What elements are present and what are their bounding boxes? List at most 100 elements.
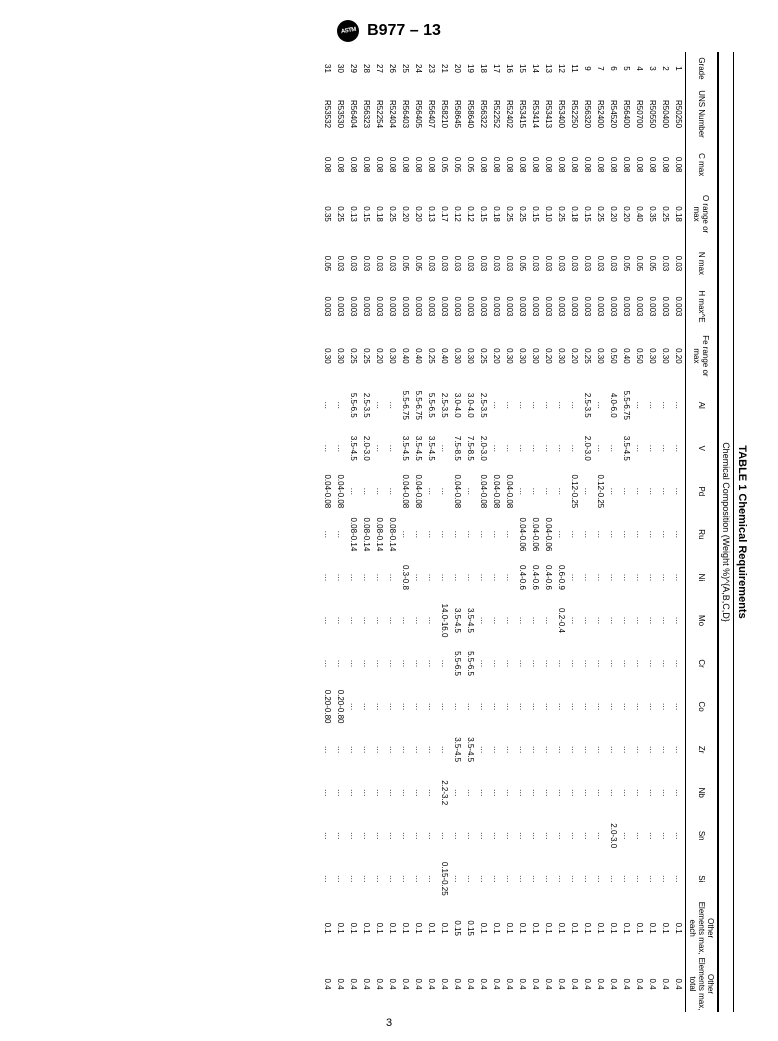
cell-mo: 3.5-4.5	[451, 599, 464, 642]
cell-v: …	[555, 427, 568, 470]
cell-mo: …	[321, 599, 334, 642]
cell-h: 0.003	[477, 285, 490, 328]
cell-sn: …	[321, 814, 334, 857]
column-header-sn: Sn	[686, 814, 718, 857]
cell-n: 0.03	[334, 242, 347, 285]
table-row: 14R534140.080.150.030.0030.30………0.04-0.0…	[529, 52, 542, 1012]
cell-o: 0.18	[568, 186, 581, 242]
cell-oe_total: 0.4	[464, 956, 477, 1012]
cell-zr: …	[529, 728, 542, 771]
cell-c: 0.08	[542, 143, 555, 186]
cell-h: 0.003	[425, 285, 438, 328]
cell-mo: …	[672, 599, 686, 642]
cell-n: 0.03	[386, 242, 399, 285]
cell-al: …	[386, 384, 399, 427]
cell-nb: …	[399, 771, 412, 814]
cell-sn: …	[438, 814, 451, 857]
table-row: 28R563230.080.150.030.0030.252.5-3.52.0-…	[360, 52, 373, 1012]
cell-sn: …	[464, 814, 477, 857]
cell-v: …	[438, 427, 451, 470]
cell-si: …	[594, 857, 607, 900]
cell-oe_each: 0.1	[633, 900, 646, 956]
cell-sn: …	[360, 814, 373, 857]
cell-v: 7.5-8.5	[464, 427, 477, 470]
cell-ru: …	[581, 513, 594, 556]
cell-co: …	[607, 685, 620, 728]
cell-si: …	[477, 857, 490, 900]
cell-v: …	[607, 427, 620, 470]
cell-ru: …	[321, 513, 334, 556]
cell-fe: 0.30	[555, 328, 568, 384]
cell-si: …	[490, 857, 503, 900]
cell-mo: …	[568, 599, 581, 642]
cell-uns: R54520	[607, 85, 620, 143]
cell-ru: 0.08-0.14	[347, 513, 360, 556]
cell-mo: …	[646, 599, 659, 642]
cell-mo: …	[425, 599, 438, 642]
cell-n: 0.05	[399, 242, 412, 285]
cell-v: …	[568, 427, 581, 470]
cell-grade: 6	[607, 52, 620, 85]
cell-c: 0.08	[386, 143, 399, 186]
cell-pd: 0.04-0.08	[399, 470, 412, 513]
cell-nb: …	[386, 771, 399, 814]
table-row: 1R502500.080.180.030.0030.20…………………………………	[672, 52, 686, 1012]
cell-sn: …	[477, 814, 490, 857]
chemical-requirements-table: GradeUNS NumberC maxO range or maxN maxH…	[321, 52, 718, 1012]
cell-ru: …	[490, 513, 503, 556]
cell-v: …	[672, 427, 686, 470]
cell-h: 0.003	[542, 285, 555, 328]
cell-n: 0.03	[607, 242, 620, 285]
cell-oe_each: 0.1	[555, 900, 568, 956]
cell-si: …	[568, 857, 581, 900]
cell-o: 0.18	[373, 186, 386, 242]
cell-zr: …	[386, 728, 399, 771]
cell-sn: …	[386, 814, 399, 857]
cell-pd: 0.12-0.25	[594, 470, 607, 513]
cell-pd: …	[555, 470, 568, 513]
cell-oe_each: 0.1	[659, 900, 672, 956]
cell-fe: 0.25	[581, 328, 594, 384]
cell-pd: …	[620, 470, 633, 513]
cell-v: 2.0-3.0	[477, 427, 490, 470]
cell-oe_total: 0.4	[555, 956, 568, 1012]
page-header: ASTM B977 – 13	[30, 20, 748, 42]
cell-oe_total: 0.4	[412, 956, 425, 1012]
cell-co: …	[672, 685, 686, 728]
cell-ni: …	[321, 556, 334, 599]
cell-n: 0.05	[516, 242, 529, 285]
cell-zr: …	[659, 728, 672, 771]
cell-o: 0.25	[594, 186, 607, 242]
cell-al: 5.5-6.75	[399, 384, 412, 427]
cell-fe: 0.30	[594, 328, 607, 384]
cell-c: 0.08	[412, 143, 425, 186]
cell-sn: …	[672, 814, 686, 857]
cell-pd: …	[542, 470, 555, 513]
cell-grade: 2	[659, 52, 672, 85]
column-header-al: Al	[686, 384, 718, 427]
cell-h: 0.003	[672, 285, 686, 328]
cell-oe_total: 0.4	[581, 956, 594, 1012]
cell-al: …	[373, 384, 386, 427]
cell-n: 0.05	[620, 242, 633, 285]
cell-ru: 0.04-0.06	[529, 513, 542, 556]
cell-mo: …	[542, 599, 555, 642]
cell-oe_each: 0.1	[620, 900, 633, 956]
table-row: 7R524000.080.250.030.0030.30……0.12-0.25……	[594, 52, 607, 1012]
cell-pd: …	[360, 470, 373, 513]
cell-ni: …	[568, 556, 581, 599]
cell-mo: …	[399, 599, 412, 642]
cell-al: 5.5-6.75	[620, 384, 633, 427]
cell-v: …	[490, 427, 503, 470]
cell-ni: …	[373, 556, 386, 599]
cell-ni: 0.6-0.9	[555, 556, 568, 599]
cell-cr: …	[334, 642, 347, 685]
cell-o: 0.18	[672, 186, 686, 242]
cell-sn: …	[347, 814, 360, 857]
cell-al: 5.5-6.5	[347, 384, 360, 427]
cell-mo: …	[490, 599, 503, 642]
cell-co: …	[386, 685, 399, 728]
cell-fe: 0.20	[490, 328, 503, 384]
cell-c: 0.05	[464, 143, 477, 186]
cell-nb: …	[581, 771, 594, 814]
